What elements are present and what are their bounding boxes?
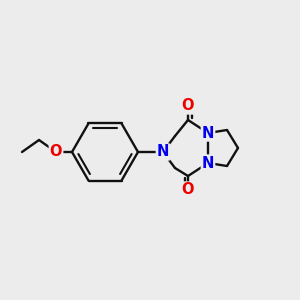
Text: N: N xyxy=(202,125,214,140)
Text: N: N xyxy=(202,155,214,170)
Text: O: O xyxy=(182,182,194,197)
Text: O: O xyxy=(50,145,62,160)
Text: O: O xyxy=(182,98,194,113)
Text: N: N xyxy=(157,145,169,160)
